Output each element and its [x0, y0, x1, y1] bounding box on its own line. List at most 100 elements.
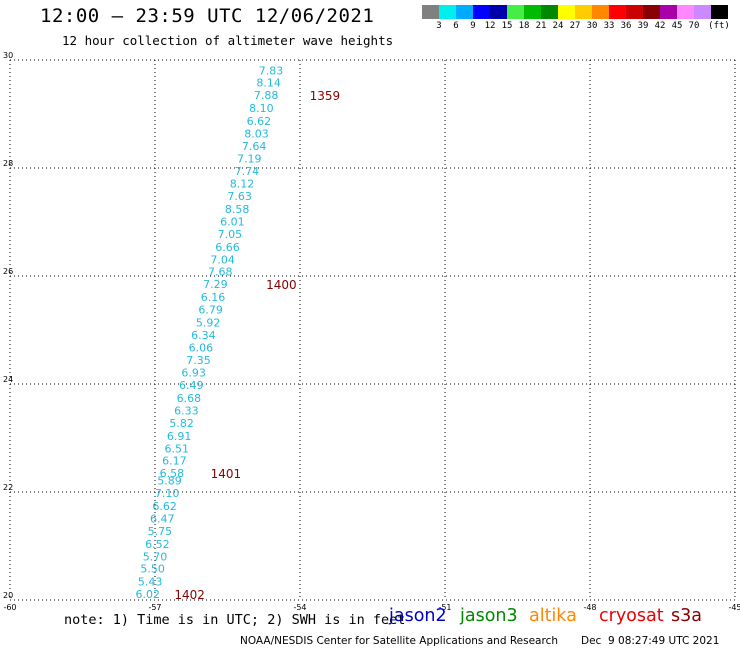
swh-value: 8.03: [244, 127, 269, 140]
swh-value: 6.79: [198, 303, 223, 316]
swh-value: 7.29: [203, 278, 228, 291]
swh-value: 7.88: [254, 89, 279, 102]
time-label: 1401: [211, 467, 242, 481]
swh-value: 8.14: [256, 77, 281, 90]
swh-value: 6.62: [247, 115, 272, 128]
tick-labels: -60 -57 -54 -51 -48 -45 20 22 24 26 28 30: [3, 51, 740, 612]
swh-value: 5.43: [138, 576, 163, 589]
legend-swatch: [711, 5, 728, 19]
legend-swatch: [609, 5, 626, 19]
swh-value: 6.34: [191, 329, 216, 342]
legend-label: 45: [671, 21, 683, 31]
legend-label: 21: [535, 21, 547, 31]
satellite-s3a: s3a: [671, 606, 702, 626]
swh-value: 6.52: [145, 538, 170, 551]
legend-label: 33: [603, 21, 615, 31]
swh-value: 6.06: [189, 341, 214, 354]
time-labels: 1359 1400 1401 1402: [174, 89, 340, 602]
legend-label: 6: [453, 21, 459, 31]
swh-value: 6.02: [136, 588, 161, 601]
legend-swatch: [677, 5, 694, 19]
legend-label: 27: [569, 21, 581, 31]
legend-label: 3: [436, 21, 442, 31]
swh-value: 8.10: [249, 102, 274, 115]
satellite-altika: altika: [529, 606, 577, 626]
swh-value: 7.05: [218, 228, 243, 241]
legend-swatch: [422, 5, 439, 19]
legend-label: (ft): [708, 21, 730, 31]
y-tick-label: 20: [3, 591, 13, 600]
x-tick-label: -57: [148, 603, 161, 612]
time-label: 1359: [310, 89, 341, 103]
x-tick-label: -48: [583, 603, 596, 612]
legend-label: 24: [552, 21, 564, 31]
legend-label: 42: [654, 21, 666, 31]
swh-value: 6.01: [220, 215, 245, 228]
swh-value: 6.68: [177, 392, 202, 405]
x-tick-label: -60: [3, 603, 16, 612]
swh-value: 5.75: [148, 525, 173, 538]
swh-value: 7.74: [235, 165, 260, 178]
swh-value: 7.35: [186, 354, 211, 367]
legend-swatch: [643, 5, 660, 19]
swh-value: 7.19: [237, 152, 262, 165]
swh-value: 6.91: [167, 430, 192, 443]
y-tick-label: 24: [3, 375, 13, 384]
legend-swatch: [558, 5, 575, 19]
swh-value: 6.47: [150, 512, 175, 525]
swh-value: 7.64: [242, 140, 267, 153]
credit-line: NOAA/NESDIS Center for Satellite Applica…: [240, 635, 558, 647]
legend-swatch: [473, 5, 490, 19]
satellite-jason3: jason3: [460, 606, 518, 626]
swh-value: 7.04: [210, 253, 235, 266]
legend-label: 30: [586, 21, 598, 31]
swh-value: 5.70: [143, 550, 168, 563]
legend-swatch: [439, 5, 456, 19]
legend-swatch: [626, 5, 643, 19]
legend-label: 39: [637, 21, 649, 31]
grid-lines: [9, 59, 736, 601]
swh-value: 6.58: [160, 467, 185, 480]
swh-value: 6.49: [179, 379, 204, 392]
x-tick-label: -45: [728, 603, 740, 612]
swh-value: 5.50: [140, 563, 165, 576]
swh-value: 7.63: [227, 190, 252, 203]
color-legend: 3 6 9 12 15 18 21 24 27 30 33 36 39 42 45 70 (ft): [422, 5, 730, 33]
swh-value: 5.92: [196, 316, 221, 329]
y-tick-label: 26: [3, 267, 13, 276]
x-tick-label: -54: [293, 603, 306, 612]
legend-label: 9: [470, 21, 476, 31]
swh-value: 6.93: [181, 367, 206, 380]
legend-swatch: [507, 5, 524, 19]
satellite-cryosat: cryosat: [599, 606, 664, 626]
chart-subtitle: 12 hour collection of altimeter wave hei…: [62, 33, 394, 48]
legend-label: 18: [518, 21, 530, 31]
x-tick-label: -51: [438, 603, 451, 612]
legend-label: 70: [688, 21, 700, 31]
legend-label: 15: [501, 21, 513, 31]
time-label: 1400: [266, 278, 297, 292]
legend-swatch: [592, 5, 609, 19]
legend-labels: 3 6 9 12 15 18 21 24 27 30 33 36 39 42 45 70 (ft): [422, 19, 730, 33]
time-label: 1402: [174, 588, 205, 602]
swh-value: 6.33: [174, 404, 199, 417]
swh-value: 6.17: [162, 455, 187, 468]
swh-value: 8.58: [225, 203, 250, 216]
legend-swatch: [541, 5, 558, 19]
footnote: note: 1) Time is in UTC; 2) SWH is in fe…: [64, 612, 406, 628]
swh-value: 6.62: [152, 500, 177, 513]
legend-color-bar: [422, 5, 728, 19]
swh-value: 6.66: [215, 241, 240, 254]
y-tick-label: 22: [3, 483, 13, 492]
swh-value: 5.89: [157, 475, 182, 488]
legend-swatch: [456, 5, 473, 19]
legend-swatch: [575, 5, 592, 19]
chart-title: 12:00 – 23:59 UTC 12/06/2021: [40, 5, 375, 27]
y-tick-label: 28: [3, 159, 13, 168]
legend-swatch: [660, 5, 677, 19]
swh-values: 7.838.147.888.106.628.037.647.197.748.12…: [136, 64, 284, 601]
swh-value: 7.83: [259, 64, 284, 77]
swh-value: 7.10: [155, 487, 180, 500]
swh-value: 6.51: [165, 442, 190, 455]
